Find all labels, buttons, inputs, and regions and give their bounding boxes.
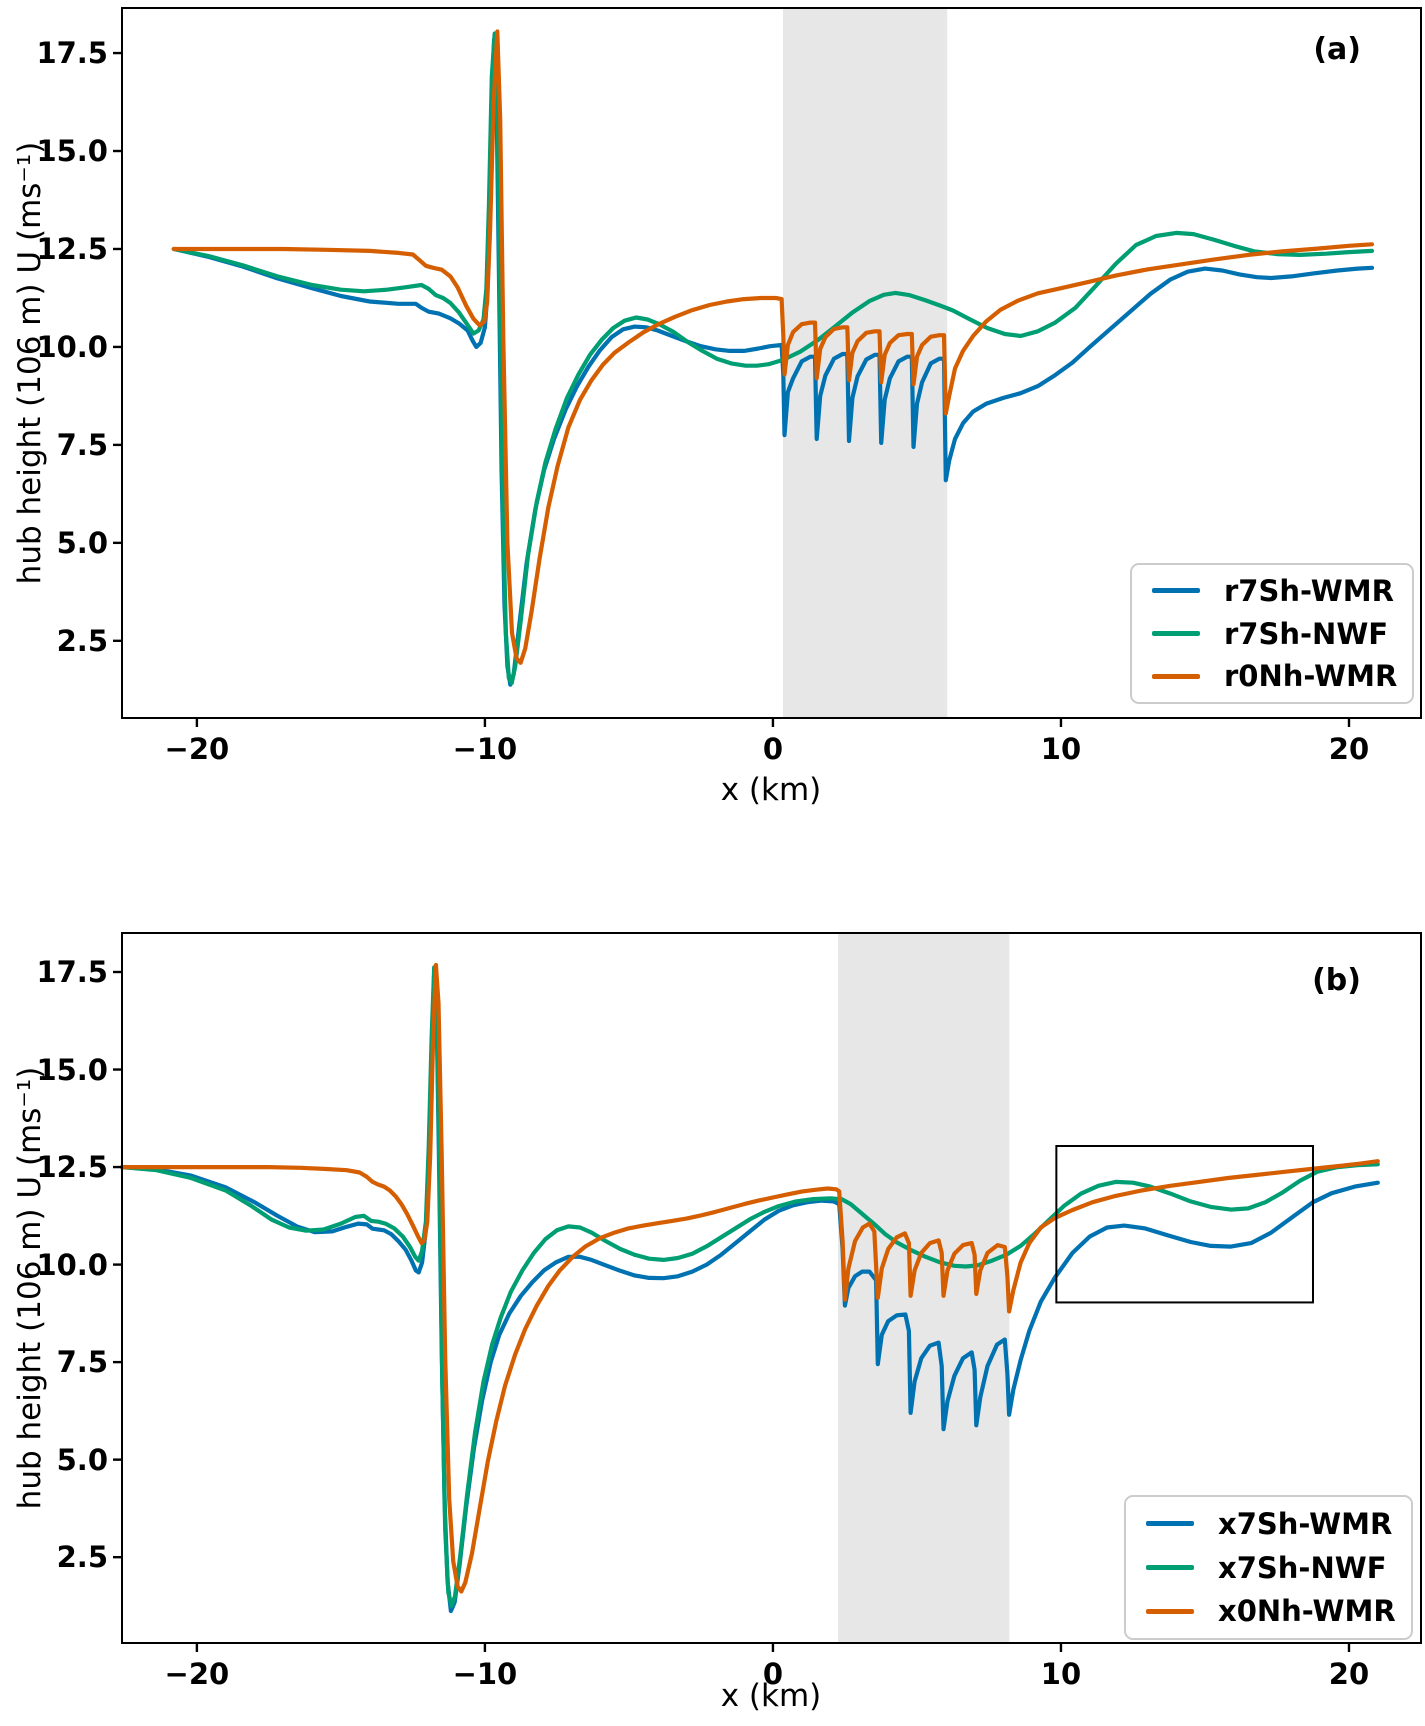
- legend-line-blue-icon: [1146, 1521, 1194, 1527]
- legend-item: x7Sh-WMR: [1126, 1507, 1411, 1541]
- legend-line-green-icon: [1152, 631, 1200, 636]
- x-tick-label: 10: [1040, 1657, 1082, 1691]
- legend-item: r7Sh-NWF: [1132, 617, 1412, 651]
- legend-item: x0Nh-WMR: [1126, 1594, 1411, 1628]
- y-tick-label: 10.0: [36, 1247, 108, 1282]
- y-tick-label: 7.5: [56, 427, 108, 462]
- y-tick-label: 12.5: [36, 1150, 108, 1185]
- x-tick-label: 10: [1040, 732, 1082, 766]
- panel-tag-b: (b): [1312, 963, 1361, 998]
- legend-a: r7Sh-WMR r7Sh-NWF r0Nh-WMR: [1130, 563, 1414, 704]
- legend-label: r7Sh-WMR: [1224, 573, 1394, 608]
- series-x0Nh-WMR: [119, 962, 1380, 1594]
- legend-label: r0Nh-WMR: [1224, 659, 1398, 694]
- y-axis-label-b: hub height (106 m) U (ms⁻¹): [12, 1066, 48, 1510]
- wind-farm-shaded-region: [838, 933, 1010, 1643]
- panel-a: hub height (106 m) U (ms⁻¹) x (km) (a) r…: [12, 7, 1422, 808]
- legend-label: x7Sh-WMR: [1218, 1506, 1393, 1541]
- panel-b: hub height (106 m) U (ms⁻¹) x (km) (b) x…: [0, 863, 1425, 1726]
- legend-b: x7Sh-WMR x7Sh-NWF x0Nh-WMR: [1124, 1495, 1413, 1640]
- y-tick-label: 15.0: [36, 1052, 108, 1087]
- x-tick-label: 20: [1328, 1657, 1370, 1691]
- series-x7Sh-NWF: [119, 965, 1380, 1608]
- y-tick-label: 2.5: [56, 623, 108, 658]
- y-tick-label: 10.0: [36, 329, 108, 364]
- legend-line-green-icon: [1146, 1565, 1194, 1570]
- plot-area-a: [113, 7, 1422, 727]
- axes-frame: [121, 7, 1422, 719]
- legend-item: r0Nh-WMR: [1132, 659, 1412, 693]
- x-tick-label: 20: [1328, 732, 1370, 766]
- y-tick-label: 5.0: [56, 1442, 108, 1477]
- y-tick-label: 17.5: [36, 955, 108, 989]
- y-tick-label: 17.5: [36, 36, 108, 71]
- y-tick-label: 12.5: [36, 231, 108, 266]
- series-x7Sh-WMR: [119, 969, 1380, 1614]
- y-tick-label: 2.5: [56, 1540, 108, 1575]
- legend-item: x7Sh-NWF: [1126, 1551, 1411, 1585]
- x-axis-label-a: x (km): [720, 772, 822, 808]
- zoom-annotation-box: [1055, 1145, 1314, 1304]
- x-tick-label: −20: [164, 1657, 230, 1691]
- legend-line-blue-icon: [1152, 588, 1200, 594]
- y-tick-label: 15.0: [36, 134, 108, 169]
- legend-item: r7Sh-WMR: [1132, 574, 1412, 608]
- x-axis-label-b: x (km): [720, 1678, 822, 1714]
- x-tick-label: −10: [452, 732, 518, 766]
- legend-label: x7Sh-NWF: [1218, 1550, 1387, 1585]
- panel-tag-a: (a): [1313, 32, 1361, 67]
- x-tick-label: −20: [164, 732, 230, 766]
- legend-line-orange-icon: [1146, 1608, 1194, 1614]
- legend-label: r7Sh-NWF: [1224, 616, 1389, 651]
- plot-area-b: [113, 932, 1422, 1652]
- series-r7Sh-NWF: [171, 31, 1375, 686]
- legend-label: x0Nh-WMR: [1218, 1594, 1396, 1629]
- y-tick-label: 5.0: [56, 525, 108, 560]
- x-tick-label: −10: [452, 1657, 518, 1691]
- series-r0Nh-WMR: [171, 29, 1375, 665]
- legend-line-orange-icon: [1152, 673, 1200, 679]
- x-tick-label: 0: [762, 732, 784, 766]
- y-tick-label: 7.5: [56, 1345, 108, 1380]
- x-tick-label: 0: [762, 1657, 784, 1691]
- axes-frame: [121, 932, 1422, 1644]
